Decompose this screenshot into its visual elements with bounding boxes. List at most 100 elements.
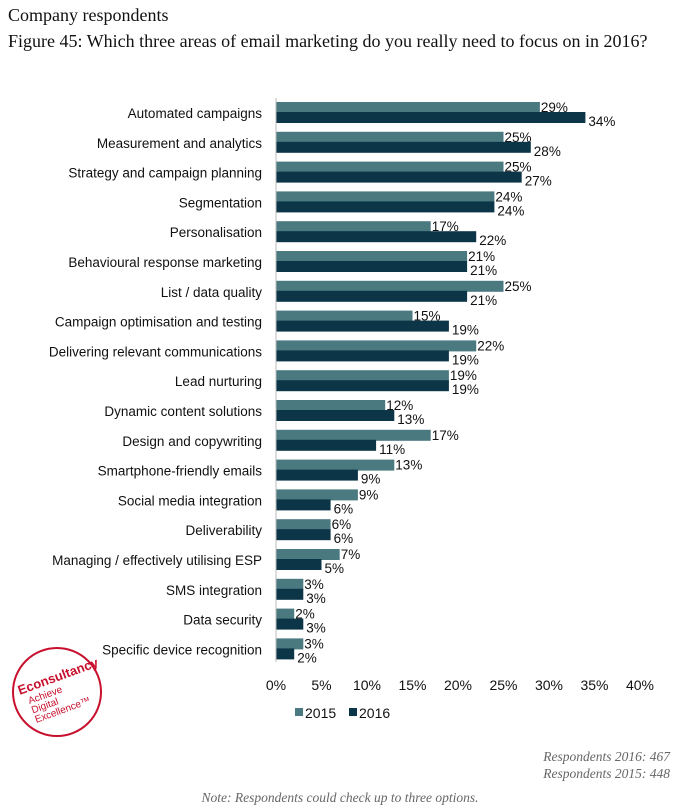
value-label-2016: 5% [325,561,345,576]
bar-2016 [276,350,449,362]
value-label-2015: 24% [495,189,522,204]
value-label-2016: 34% [588,114,615,129]
category-label: Data security [183,613,262,628]
category-row: Deliverability 6%6% [185,517,353,546]
bar-2016 [276,529,331,541]
category-row: Automated campaigns 29% 34% [128,100,616,129]
value-label-2015: 22% [477,338,504,353]
x-tick-label: 35% [580,677,608,693]
value-label-2016: 3% [306,591,326,606]
bar-2015 [276,251,468,262]
bar-2015 [276,519,331,531]
category-row: Social media integration 9% 6% [118,487,379,516]
bar-2016 [276,648,295,660]
value-label-2015: 7% [341,547,361,562]
footnote: Note: Respondents could check up to thre… [201,790,479,805]
category-label: SMS integration [166,583,262,598]
bar-2016 [276,231,477,243]
value-label-2015: 3% [304,636,324,651]
value-label-2016: 24% [497,203,524,218]
value-label-2016: 9% [361,472,381,487]
bar-2015 [276,429,431,441]
value-label-2016: 27% [525,174,552,189]
category-row: Managing / effectively utilising ESP 7%5% [52,547,360,576]
legend: 2015 2016 [295,705,390,721]
value-label-2016: 2% [297,650,317,665]
value-label-2016: 21% [470,263,497,278]
bar-2016 [276,171,522,183]
legend-swatch-2016 [349,708,357,716]
value-label-2016: 22% [479,233,506,248]
bar-2016 [276,469,358,481]
x-tick-label: 40% [626,677,654,693]
bar-2015 [276,489,358,501]
value-label-2016: 28% [534,144,561,159]
x-tick-label: 20% [444,677,472,693]
category-row: Strategy and campaign planning 25%27% [68,160,551,189]
value-label-2015: 25% [505,130,532,145]
category-label: Social media integration [118,493,262,508]
value-label-2015: 29% [541,100,568,115]
category-label: Measurement and analytics [97,136,262,151]
value-label-2015: 17% [432,219,459,234]
category-label: Strategy and campaign planning [68,166,262,181]
bar-2016 [276,618,304,630]
value-label-2016: 11% [379,442,405,457]
category-label: Smartphone-friendly emails [98,464,263,479]
category-row: SMS integration 3%3% [166,577,326,606]
bar-2016 [276,499,331,511]
category-row: Design and copywriting 17% 11% [122,428,458,457]
category-row: Data security 2%3% [183,607,326,636]
category-label: Design and copywriting [122,434,262,449]
category-label: Automated campaigns [128,106,263,121]
value-label-2015: 15% [414,309,441,324]
bar-2015 [276,549,340,560]
category-label: Segmentation [179,195,262,210]
category-label: Dynamic content solutions [104,404,262,419]
value-label-2016: 19% [452,352,479,367]
category-row: Segmentation 24%24% [179,189,525,218]
bar-2015 [276,578,304,590]
legend-label-2015: 2015 [305,705,336,721]
category-row: Measurement and analytics 25%28% [97,130,561,159]
subtitle: Company respondents [8,5,169,25]
bar-2015 [276,221,431,233]
bar-2016 [276,559,322,570]
bar-2016 [276,201,495,213]
bar-2016 [276,141,531,153]
bar-2016 [276,410,395,421]
bar-2015 [276,161,504,173]
bar-2015 [276,131,504,143]
category-label: Personalisation [170,225,262,240]
x-tick-label: 30% [535,677,563,693]
category-row: Personalisation 17% 22% [170,219,507,248]
value-label-2016: 21% [470,293,497,308]
bar-2015 [276,638,304,650]
respondents-2015: Respondents 2015: 448 [543,766,670,781]
category-row: Delivering relevant communications 22%19% [49,338,504,367]
value-label-2015: 25% [505,160,532,175]
bar-2015 [276,191,495,203]
value-label-2015: 12% [386,398,413,413]
value-label-2015: 19% [450,368,477,383]
legend-swatch-2015 [295,708,303,716]
value-label-2016: 3% [306,621,326,636]
category-label: Managing / effectively utilising ESP [52,553,262,568]
bar-2015 [276,608,295,620]
bar-2016 [276,320,449,332]
respondents-2016: Respondents 2016: 467 [543,749,670,764]
value-label-2015: 9% [359,487,379,502]
value-label-2016: 19% [452,323,479,338]
value-label-2016: 6% [334,501,354,516]
value-label-2016: 19% [452,382,479,397]
category-label: Deliverability [185,523,262,538]
category-row: Campaign optimisation and testing 15% 19% [55,309,479,338]
bar-2016 [276,290,468,302]
value-label-2015: 2% [295,607,315,622]
value-label-2015: 3% [304,577,324,592]
value-label-2015: 21% [468,249,495,264]
x-tick-label: 15% [398,677,426,693]
category-row: List / data quality 25% 21% [161,279,532,308]
econsultancy-logo: Econsultancy Achieve Digital Excellence™ [12,647,102,737]
category-label: Delivering relevant communications [49,344,262,359]
